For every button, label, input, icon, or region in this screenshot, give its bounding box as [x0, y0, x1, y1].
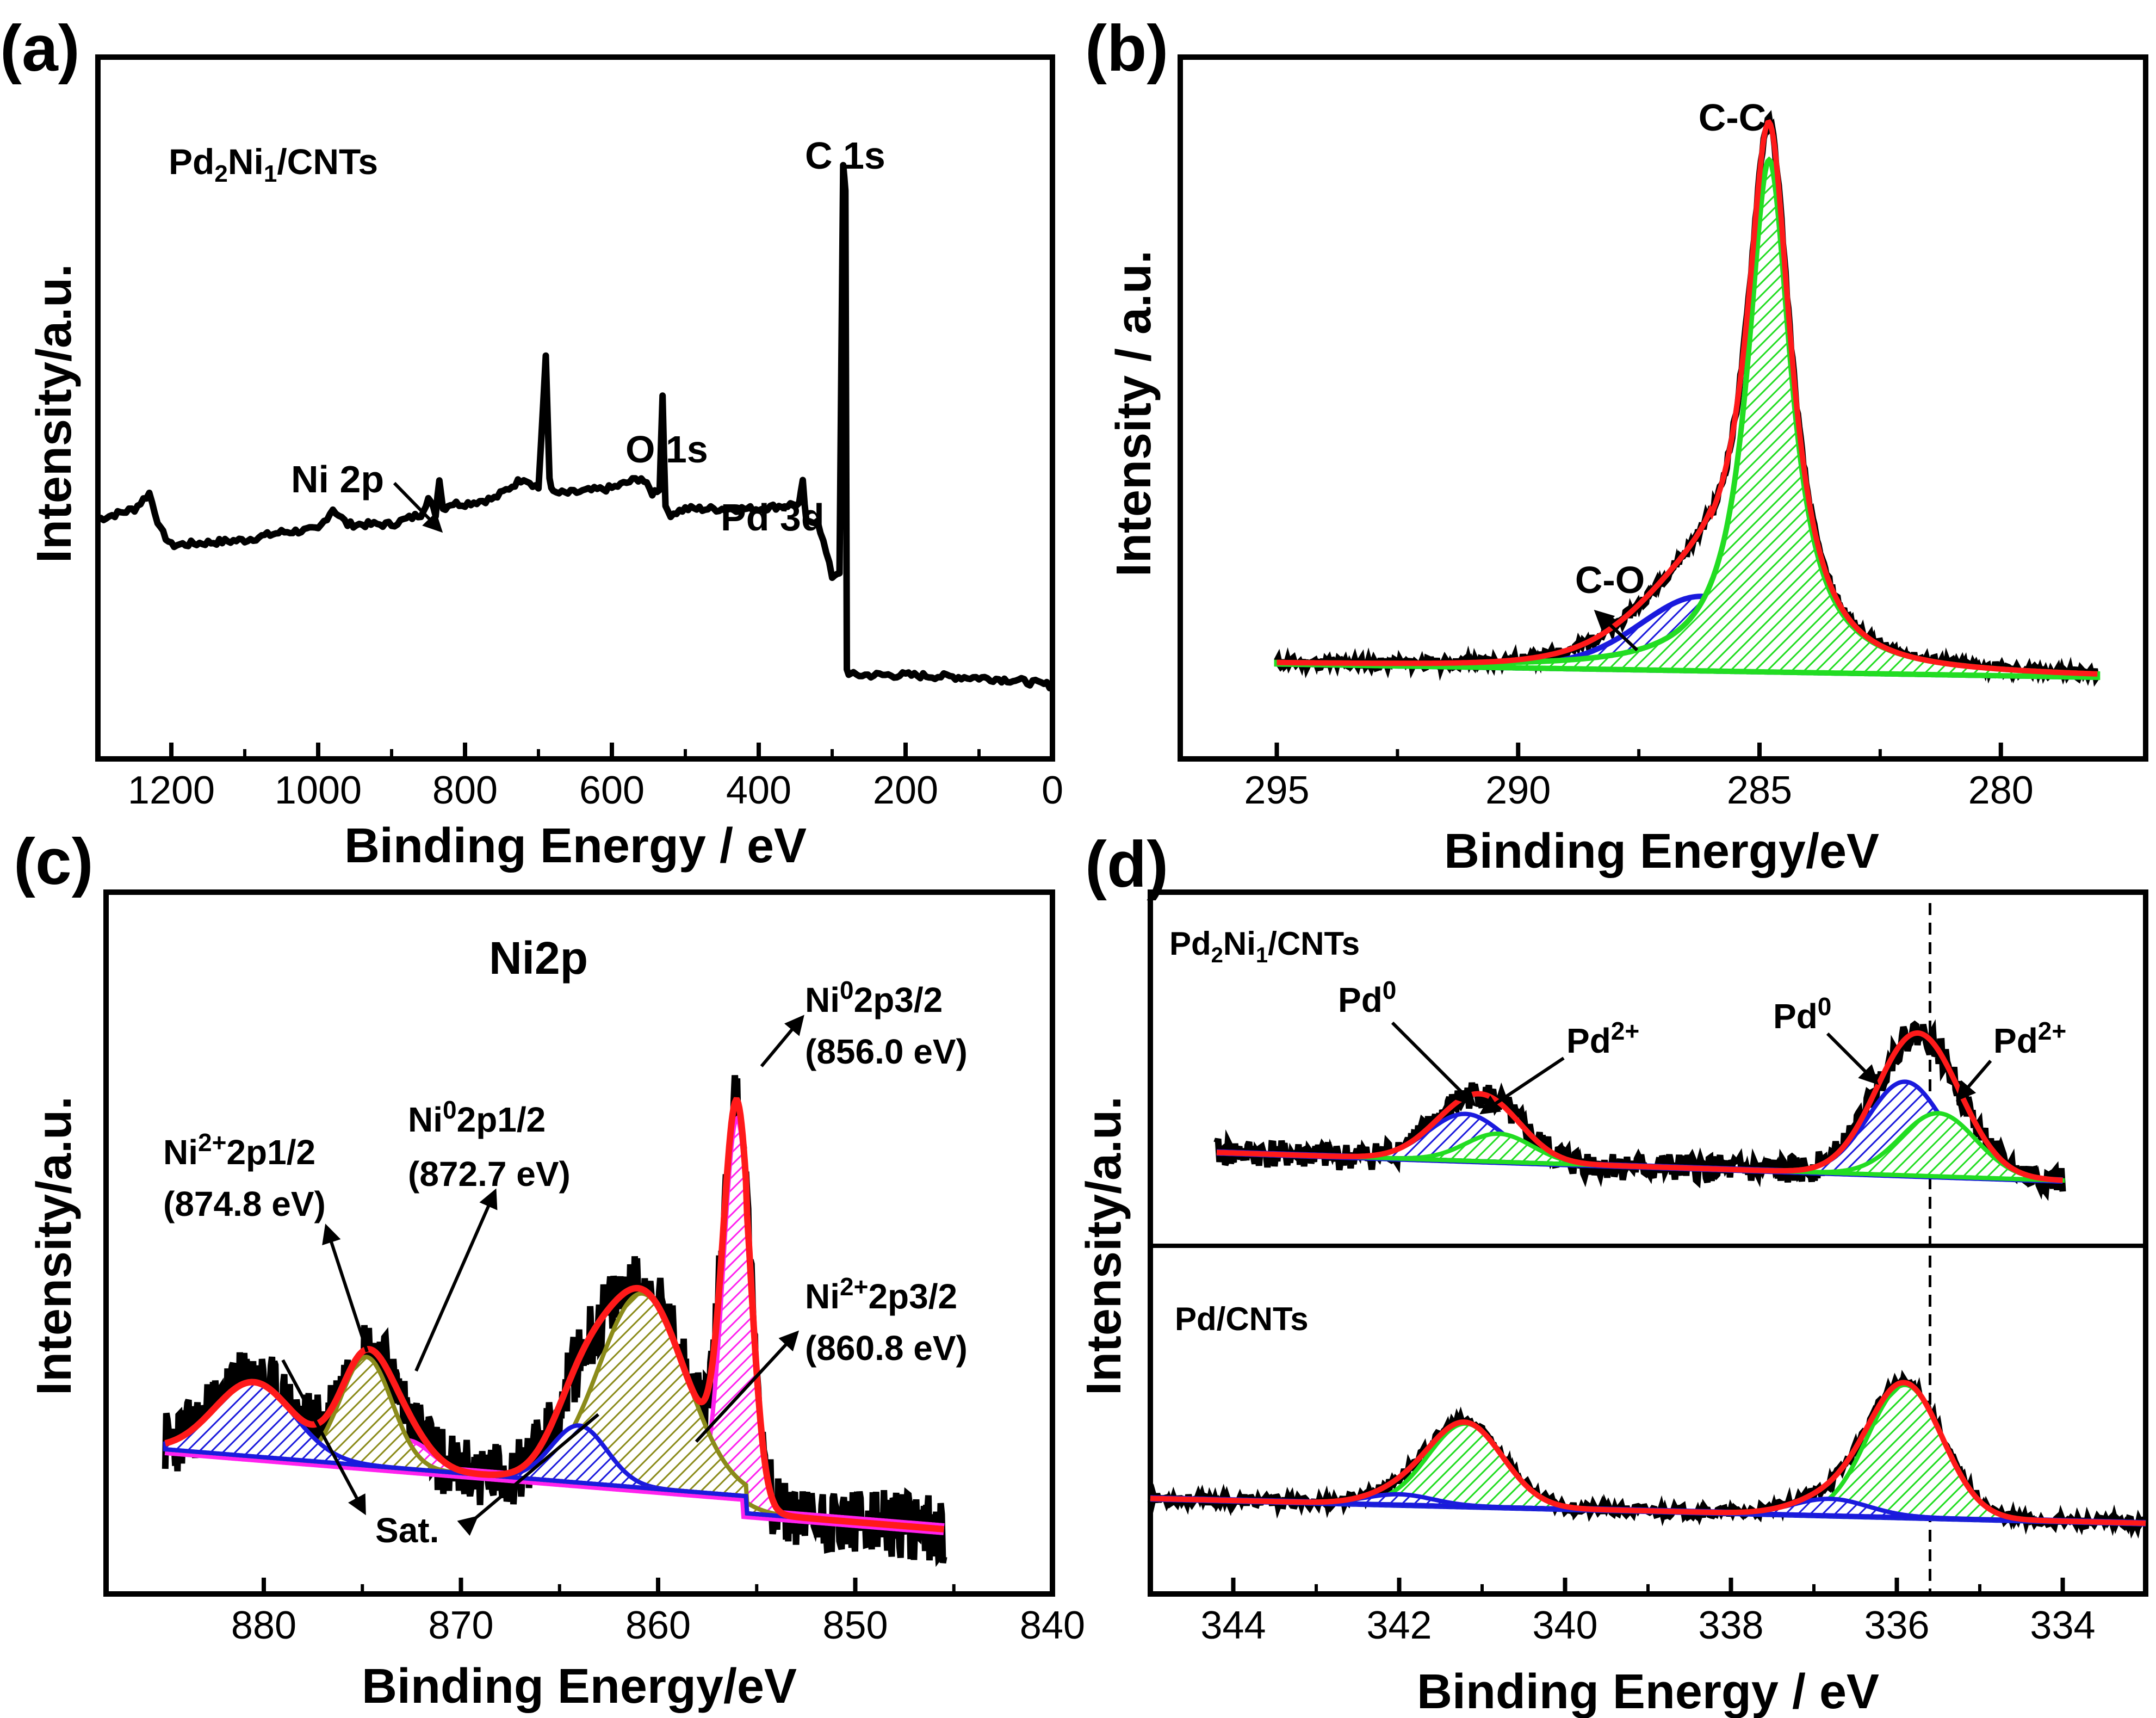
x-tick-label-850: 850 [822, 1604, 888, 1647]
value-ni2-2p32: (860.8 eV) [805, 1328, 968, 1368]
x-axis-a: 1200 1000 800 600 400 200 0 [128, 743, 1063, 812]
x-tick-label-338: 338 [1698, 1604, 1763, 1647]
sample-label-d-bottom: Pd/CNTs [1175, 1301, 1309, 1337]
x-axis-title-d: Binding Energy / eV [1417, 1665, 1879, 1718]
fit-envelope-d-top [1216, 1030, 2063, 1183]
arrow-pd0-right [1826, 1032, 1879, 1085]
component-c-c [1274, 156, 2101, 680]
y-axis-title-d: Intensity/a.u. [1077, 1096, 1131, 1395]
panel-d: (d) 344 342 340 338 336 334 Pd2Ni1/CNTs Pd/CN… [1077, 828, 2149, 1718]
peak-label-pd3d: Pd 3d [721, 496, 825, 539]
value-ni0-2p32: (856.0 eV) [805, 1032, 968, 1071]
fit-envelope-b [1277, 119, 2098, 677]
x-tick-label-280: 280 [1968, 769, 2034, 812]
x-tick-label-334: 334 [2030, 1604, 2095, 1647]
raw-data-line-b [1274, 110, 2101, 687]
arrow-ni2-2p12 [322, 1223, 369, 1352]
arrow-pd2-right [1956, 1060, 1992, 1102]
peak-label-o1s: O 1s [625, 428, 708, 471]
annotation-c-o: C-O [1575, 559, 1645, 601]
peak-label-c1s: C 1s [805, 134, 885, 177]
x-tick-label-285: 285 [1727, 769, 1792, 812]
y-axis-title-b: Intensity / a.u. [1107, 250, 1161, 577]
label-pd0-left: Pd0 [1338, 976, 1396, 1019]
fit-envelope-c [164, 1097, 945, 1532]
annotation-c-c: C-C [1699, 96, 1766, 139]
x-tick-label-840: 840 [1020, 1604, 1085, 1647]
x-axis-c: 880 870 860 850 840 [231, 1578, 1085, 1647]
arrow-ni0-2p32 [760, 1015, 804, 1067]
label-pd2-left: Pd2+ [1566, 1017, 1639, 1060]
x-tick-label-290: 290 [1485, 769, 1551, 812]
panel-label-a: (a) [0, 12, 80, 85]
y-axis-title-c: Intensity/a.u. [27, 1096, 82, 1395]
x-tick-label-870: 870 [428, 1604, 493, 1647]
y-axis-title-a: Intensity/a.u. [27, 264, 82, 563]
panel-label-b: (b) [1085, 12, 1168, 85]
plot-frame-b [1178, 54, 2148, 762]
x-tick-label-344: 344 [1200, 1604, 1266, 1647]
peak-label-ni2p: Ni 2p [291, 458, 384, 500]
x-tick-label-1000: 1000 [275, 769, 362, 812]
sample-label-a: Pd2Ni1/CNTs [169, 141, 378, 187]
arrow-sat-1 [281, 1359, 366, 1516]
label-ni2-2p12: Ni2+2p1/2 [163, 1128, 315, 1172]
x-tick-label-600: 600 [579, 769, 645, 812]
x-axis-title-a: Binding Energy / eV [344, 819, 807, 873]
x-tick-label-0: 0 [1042, 769, 1063, 812]
panel-c: (c) 880 870 860 850 840 Ni2p Ni02p3/2 (856.0… [14, 825, 1085, 1714]
panel-a: (a) 1200 1000 800 600 400 200 0 Pd2Ni1/CNTs C … [0, 12, 1063, 873]
x-tick-label-400: 400 [726, 769, 791, 812]
x-tick-label-1200: 1200 [128, 769, 215, 812]
panel-label-d: (d) [1085, 828, 1168, 901]
x-axis-b: 295 290 285 280 [1244, 743, 2034, 812]
arrow-ni2-2p32 [695, 1330, 800, 1443]
x-tick-label-880: 880 [231, 1604, 296, 1647]
label-sat: Sat. [375, 1511, 439, 1550]
x-tick-label-860: 860 [625, 1604, 691, 1647]
sample-label-d-top: Pd2Ni1/CNTs [1169, 925, 1360, 967]
x-tick-label-340: 340 [1532, 1604, 1597, 1647]
panel-label-c: (c) [14, 825, 94, 898]
arrow-c-o [1594, 609, 1639, 652]
x-tick-label-800: 800 [432, 769, 498, 812]
x-axis-title-b: Binding Energy/eV [1444, 824, 1879, 879]
x-tick-label-295: 295 [1244, 769, 1309, 812]
raw-data-line-d-bottom [1147, 1369, 2149, 1539]
label-ni2-2p32: Ni2+2p3/2 [805, 1272, 957, 1316]
fit-envelope-d-bottom [1150, 1380, 2146, 1526]
x-tick-label-342: 342 [1366, 1604, 1432, 1647]
x-tick-label-200: 200 [873, 769, 938, 812]
x-tick-label-336: 336 [1864, 1604, 1929, 1647]
label-ni0-2p32: Ni02p3/2 [805, 976, 943, 1019]
x-axis-d: 344 342 340 338 336 334 [1200, 1578, 2096, 1647]
label-ni0-2p12: Ni02p1/2 [408, 1096, 546, 1139]
arrow-ni2p [393, 481, 443, 533]
panel-b: (b) 295 290 285 280 C-C C-O Binding Energy/… [1085, 12, 2148, 879]
arrow-pd0-left [1391, 1021, 1477, 1107]
component-pd2-3d5-2 [1216, 1111, 2065, 1183]
title-ni2p: Ni2p [489, 932, 588, 984]
arrow-sat-2 [457, 1413, 599, 1536]
value-ni0-2p12: (872.7 eV) [408, 1154, 571, 1194]
arrow-pd2-left [1479, 1056, 1565, 1115]
label-pd2-right: Pd2+ [1993, 1017, 2066, 1060]
plot-frame-c [103, 889, 1055, 1597]
value-ni2-2p12: (874.8 eV) [163, 1184, 326, 1223]
arrow-ni0-2p12 [414, 1188, 498, 1372]
x-axis-title-c: Binding Energy/eV [362, 1659, 797, 1714]
plot-frame-a [95, 54, 1055, 762]
label-pd0-right: Pd0 [1773, 992, 1831, 1036]
survey-spectrum-line [96, 162, 1055, 691]
plot-frame-d [1148, 889, 2148, 1597]
